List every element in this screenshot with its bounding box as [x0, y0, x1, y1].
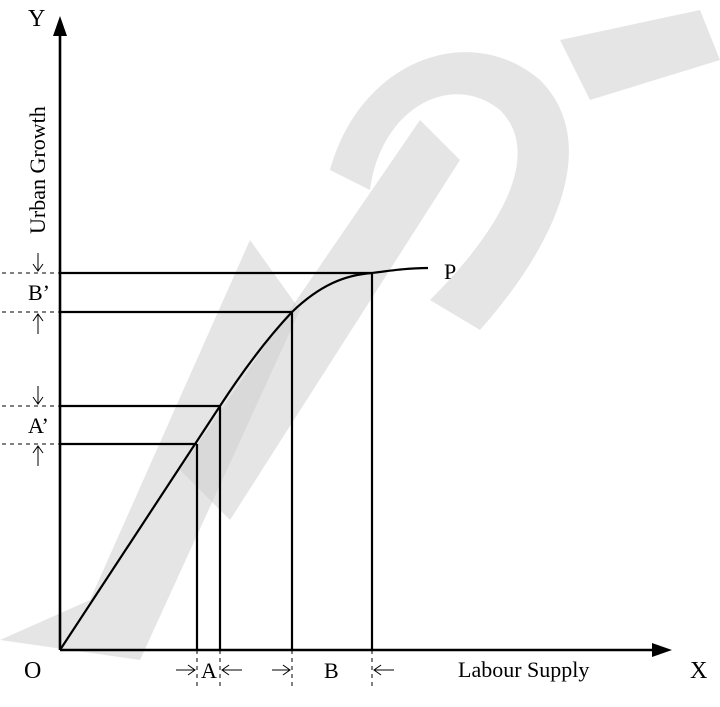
- watermark: [0, 10, 720, 660]
- y-axis-arrowhead: [53, 16, 67, 36]
- interval-label-b: B: [324, 658, 339, 683]
- interval-label-a-prime: A’: [28, 413, 49, 438]
- y-axis-letter: Y: [28, 6, 45, 32]
- interval-label-a: A: [201, 658, 217, 683]
- x-axis-arrowhead: [652, 643, 672, 657]
- b-arrows: [272, 664, 394, 676]
- x-axis-letter: X: [690, 658, 707, 684]
- origin-label: O: [24, 658, 41, 684]
- b-prime-arrows: [32, 253, 44, 334]
- y-axis-title: Urban Growth: [25, 106, 50, 234]
- a-prime-arrows: [32, 386, 44, 466]
- a-arrows: [176, 664, 242, 676]
- x-axis-title: Labour Supply: [458, 657, 589, 682]
- curve-label-p: P: [444, 259, 456, 284]
- interval-label-b-prime: B’: [28, 280, 50, 305]
- curve-op: [59, 266, 429, 651]
